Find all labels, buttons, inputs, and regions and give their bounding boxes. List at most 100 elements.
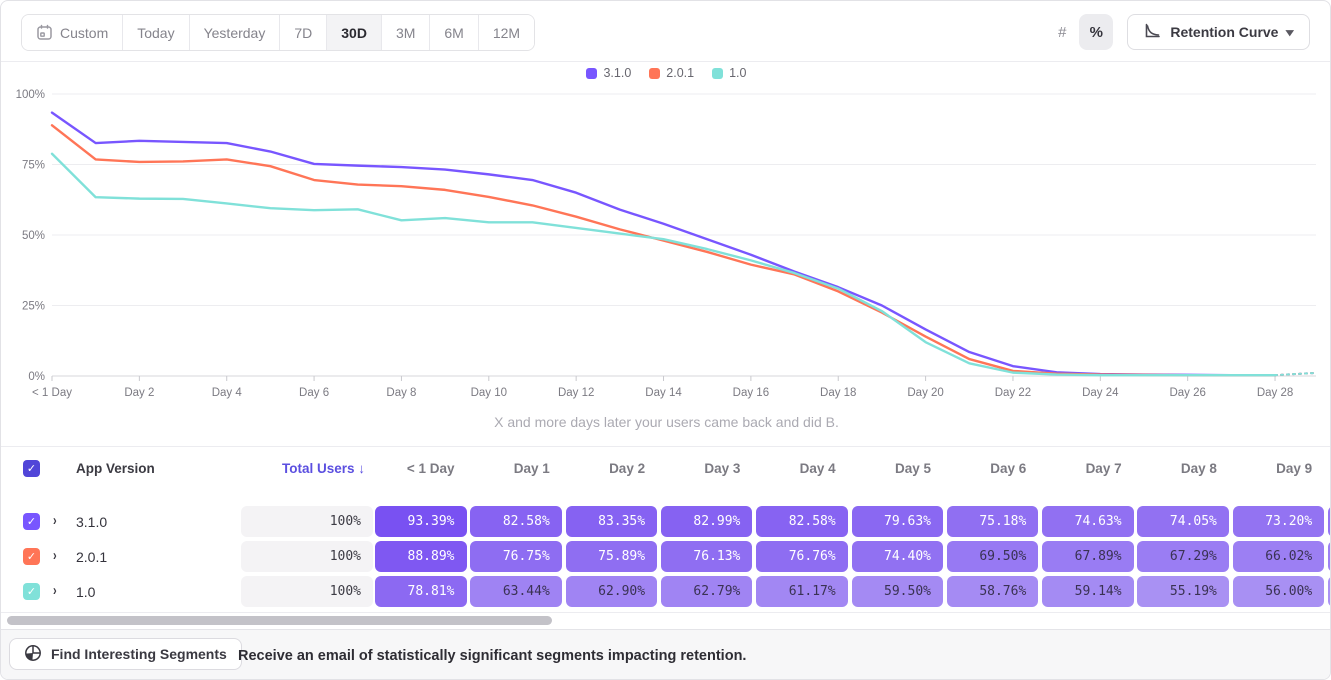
retention-cell[interactable]: 59.14% xyxy=(1042,576,1134,607)
retention-cell[interactable]: 58.76% xyxy=(946,576,1039,607)
series-line-3.1.0 xyxy=(50,111,1277,377)
retention-cell[interactable]: 74.05% xyxy=(1137,506,1229,537)
retention-cell[interactable]: 82.58% xyxy=(470,506,562,537)
range-button-6m[interactable]: 6M xyxy=(430,15,479,50)
retention-cell[interactable]: 61.17% xyxy=(756,576,848,607)
column-header-day-7: Day 7 xyxy=(1085,461,1122,476)
row-expander-1.0[interactable]: › xyxy=(53,583,57,599)
retention-cell[interactable]: 69.50% xyxy=(946,541,1039,572)
range-button-label: 3M xyxy=(395,24,416,41)
range-button-12m[interactable]: 12M xyxy=(478,15,535,50)
range-button-30d[interactable]: 30D xyxy=(327,15,382,50)
chart-type-label: Retention Curve xyxy=(1170,24,1279,40)
x-axis-label: Day 16 xyxy=(733,387,769,399)
retention-cell[interactable]: 93.39% xyxy=(375,506,467,537)
x-axis-label: Day 8 xyxy=(386,387,416,399)
toolbar: Custom Today Yesterday 7D 30D 3M 6M 12M #% Rete… xyxy=(1,1,1330,62)
column-header-day-6: Day 6 xyxy=(990,461,1027,476)
toolbar-right: #% Retention Curve ▾ xyxy=(1045,14,1310,50)
retention-cell[interactable]: 75.18% xyxy=(946,506,1039,537)
row-checkbox-1.0[interactable]: ✓ xyxy=(23,583,40,600)
table-bottom-divider xyxy=(1,612,1330,613)
retention-table: ✓ App Version Total Users ↓ < 1 Day Day 1… xyxy=(1,446,1330,613)
retention-cell[interactable]: 83.35% xyxy=(565,506,658,537)
legend-item-3.1.0[interactable]: 3.1.0 xyxy=(586,66,631,80)
x-axis-label: Day 12 xyxy=(558,387,594,399)
retention-cell[interactable]: 76.76% xyxy=(756,541,848,572)
retention-cell-clipped[interactable] xyxy=(1328,506,1330,537)
x-axis-label: Day 20 xyxy=(907,387,943,399)
date-range-segmented-control: Custom Today Yesterday 7D 30D 3M 6M 12M xyxy=(21,14,536,51)
legend-item-1.0[interactable]: 1.0 xyxy=(712,66,747,80)
range-button-label: 6M xyxy=(444,24,464,41)
segments-button-label: Find Interesting Segments xyxy=(51,646,227,662)
x-axis-label: Day 22 xyxy=(995,387,1031,399)
row-expander-3.1.0[interactable]: › xyxy=(53,513,57,529)
retention-cell[interactable]: 56.00% xyxy=(1232,576,1325,607)
x-axis-label: Day 10 xyxy=(471,387,507,399)
percent-values-toggle[interactable]: % xyxy=(1079,14,1114,50)
retention-cell[interactable]: 75.89% xyxy=(565,541,658,572)
y-axis-label: 100% xyxy=(16,89,45,101)
retention-cell[interactable]: 74.63% xyxy=(1042,506,1134,537)
row-checkbox-2.0.1[interactable]: ✓ xyxy=(23,548,40,565)
legend-label: 2.0.1 xyxy=(666,66,695,80)
retention-cell-clipped[interactable] xyxy=(1328,541,1330,572)
retention-cell[interactable]: 73.20% xyxy=(1232,506,1325,537)
column-header-total-users[interactable]: Total Users ↓ xyxy=(281,461,365,476)
series-projection-1.0 xyxy=(1274,371,1317,377)
column-header-day-2: Day 2 xyxy=(609,461,646,476)
retention-cell[interactable]: 67.89% xyxy=(1042,541,1134,572)
retention-cell[interactable]: 82.58% xyxy=(756,506,848,537)
chevron-down-icon: ▾ xyxy=(1286,26,1295,39)
range-button-7d[interactable]: 7D xyxy=(280,15,328,50)
x-axis-label: Day 2 xyxy=(124,387,154,399)
retention-cell[interactable]: 79.63% xyxy=(851,506,943,537)
column-header-day-8: Day 8 xyxy=(1180,461,1217,476)
retention-cell[interactable]: 88.89% xyxy=(375,541,467,572)
range-button-label: Yesterday xyxy=(203,24,266,41)
chart-caption: X and more days later your users came ba… xyxy=(494,414,839,430)
retention-line-chart: 0% 25% 50% 75% 100% < 1 Day Day 2 Day 4 Day 6 Day… xyxy=(16,89,1317,399)
retention-cell[interactable]: 66.02% xyxy=(1232,541,1325,572)
horizontal-scrollbar-thumb[interactable] xyxy=(7,616,552,625)
row-checkbox-3.1.0[interactable]: ✓ xyxy=(23,513,40,530)
y-axis-label: 75% xyxy=(22,160,45,172)
footer-bar: Find Interesting Segments Receive an ema… xyxy=(1,629,1330,679)
retention-cell[interactable]: 62.79% xyxy=(660,576,753,607)
range-button-label: 7D xyxy=(294,24,313,41)
range-button-label: Today xyxy=(137,24,175,41)
retention-cell[interactable]: 62.90% xyxy=(565,576,658,607)
range-button-today[interactable]: Today xyxy=(123,15,190,50)
retention-cell[interactable]: 76.13% xyxy=(660,541,753,572)
absolute-values-toggle[interactable]: # xyxy=(1058,23,1067,41)
column-header-day-1: Day 1 xyxy=(513,461,550,476)
range-button-yesterday[interactable]: Yesterday xyxy=(189,15,281,50)
legend-item-2.0.1[interactable]: 2.0.1 xyxy=(649,66,694,80)
row-expander-2.0.1[interactable]: › xyxy=(53,548,57,564)
select-all-checkbox[interactable]: ✓ xyxy=(23,460,40,477)
retention-cell[interactable]: 74.40% xyxy=(851,541,943,572)
chart-type-dropdown[interactable]: Retention Curve ▾ xyxy=(1127,14,1310,50)
legend-label: 1.0 xyxy=(729,66,747,80)
series-line-2.0.1 xyxy=(50,124,1277,377)
retention-cell[interactable]: 82.99% xyxy=(660,506,753,537)
value-format-toggle: #% xyxy=(1045,14,1114,50)
total-users-cell-1.0: 100% xyxy=(241,576,373,607)
retention-cell[interactable]: 67.29% xyxy=(1137,541,1229,572)
retention-cell[interactable]: 55.19% xyxy=(1137,576,1229,607)
x-axis-label: Day 24 xyxy=(1082,387,1119,399)
x-axis-label: Day 4 xyxy=(212,387,243,399)
range-button-3m[interactable]: 3M xyxy=(381,15,431,50)
retention-cell[interactable]: 76.75% xyxy=(470,541,562,572)
retention-cell[interactable]: 78.81% xyxy=(375,576,467,607)
column-header-day-9: Day 9 xyxy=(1276,461,1313,476)
range-button-custom[interactable]: Custom xyxy=(22,15,124,50)
retention-cell[interactable]: 59.50% xyxy=(851,576,943,607)
find-interesting-segments-button[interactable]: Find Interesting Segments xyxy=(9,638,242,670)
legend-swatch xyxy=(649,67,661,79)
retention-cell-clipped[interactable] xyxy=(1328,576,1330,607)
retention-cell[interactable]: 63.44% xyxy=(470,576,562,607)
column-header-app-version: App Version xyxy=(76,461,155,476)
